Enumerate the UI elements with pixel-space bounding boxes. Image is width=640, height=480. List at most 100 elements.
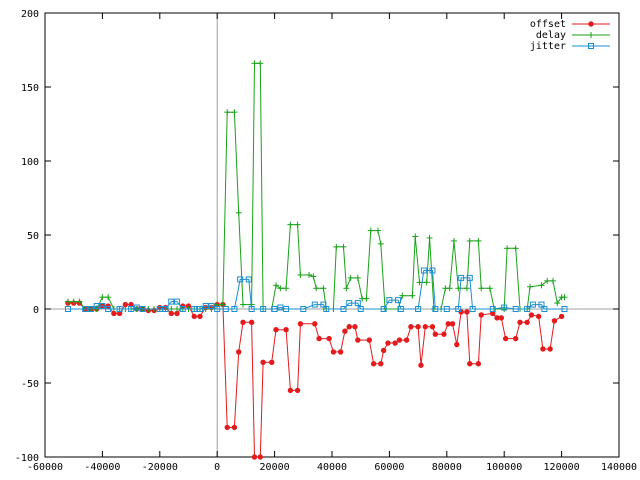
data-point-offset — [346, 324, 352, 330]
data-point-delay — [527, 283, 534, 290]
data-point-delay — [423, 279, 430, 286]
data-point-offset — [269, 359, 275, 365]
y-tick-label: 100 — [21, 157, 39, 168]
data-point-delay — [277, 285, 284, 292]
data-point-delay — [446, 285, 453, 292]
data-point-delay — [367, 227, 374, 234]
data-point-delay — [426, 234, 433, 241]
data-point-offset — [464, 309, 470, 315]
data-point-delay — [294, 221, 301, 228]
data-point-delay — [287, 221, 294, 228]
series-group — [64, 60, 568, 460]
data-point-delay — [409, 292, 416, 299]
data-point-delay — [99, 294, 106, 301]
x-tick-labels: -60000 -40000 -20000 0 20000 40000 60000 80000 1… — [27, 462, 637, 473]
data-point-jitter — [489, 306, 496, 312]
data-point-jitter — [432, 306, 439, 312]
data-point-delay — [251, 60, 258, 67]
data-point-offset — [294, 387, 301, 394]
data-point-delay — [240, 301, 247, 308]
data-point-offset — [380, 347, 387, 354]
series-line-jitter — [68, 270, 565, 310]
data-point-delay — [105, 294, 112, 301]
data-point-offset — [524, 319, 530, 326]
data-point-jitter — [156, 306, 163, 312]
legend-label-offset: offset — [530, 19, 566, 30]
axis-ticks — [44, 12, 620, 458]
x-tick-label: 60000 — [374, 462, 404, 473]
data-point-jitter — [260, 306, 267, 312]
data-point-jitter — [64, 306, 71, 312]
data-point-delay — [544, 277, 551, 284]
data-point-jitter — [323, 306, 330, 312]
data-point-delay — [333, 243, 340, 250]
data-point-jitter — [214, 306, 221, 312]
data-point-jitter — [196, 306, 203, 312]
x-tick-label: -20000 — [142, 462, 178, 473]
data-point-offset — [475, 361, 482, 367]
data-point-offset — [260, 359, 266, 365]
data-point-offset — [498, 315, 505, 321]
data-point-delay — [504, 245, 511, 252]
data-point-delay — [347, 274, 354, 281]
data-point-delay — [478, 285, 485, 292]
data-point-offset — [251, 454, 258, 460]
data-point-jitter — [443, 306, 450, 312]
data-point-offset — [287, 387, 294, 394]
y-tick-label: 50 — [27, 231, 39, 242]
data-point-delay — [70, 298, 77, 305]
data-point-jitter — [561, 306, 568, 312]
data-point-jitter — [415, 306, 422, 312]
legend-label-delay: delay — [536, 30, 566, 41]
data-point-delay — [310, 273, 317, 280]
y-tick-label: -100 — [15, 453, 39, 464]
data-point-delay — [416, 279, 423, 286]
data-point-offset — [297, 321, 304, 327]
data-point-delay — [561, 294, 568, 301]
data-point-jitter — [237, 276, 244, 283]
data-point-offset — [396, 337, 403, 343]
data-point-jitter — [82, 306, 89, 312]
data-point-offset — [273, 327, 279, 333]
data-point-offset — [547, 346, 553, 352]
data-point-delay — [235, 209, 242, 216]
data-point-jitter — [248, 306, 255, 312]
y-tick-label: 200 — [21, 9, 39, 20]
x-tick-label: -40000 — [84, 462, 120, 473]
data-point-offset — [337, 349, 344, 355]
data-point-delay — [168, 306, 175, 312]
data-point-offset — [502, 335, 509, 342]
data-point-delay — [354, 274, 361, 281]
data-point-jitter — [541, 306, 548, 312]
data-point-delay — [475, 237, 482, 244]
x-tick-label: 100000 — [486, 462, 522, 473]
series-line-delay — [68, 62, 565, 310]
data-point-offset — [392, 340, 398, 346]
data-point-delay — [231, 109, 238, 116]
data-point-jitter — [105, 306, 112, 312]
data-point-offset — [326, 335, 332, 342]
data-point-offset — [378, 361, 384, 367]
data-point-offset — [467, 361, 473, 367]
data-point-jitter — [174, 298, 181, 305]
data-point-offset — [385, 340, 391, 346]
data-point-offset — [528, 312, 535, 318]
series-offset — [65, 300, 565, 460]
y-tick-label: 0 — [33, 305, 39, 316]
data-point-jitter — [395, 297, 402, 304]
data-point-offset — [240, 319, 246, 326]
data-point-offset — [197, 313, 203, 320]
data-point-jitter — [357, 306, 364, 312]
data-point-offset — [494, 315, 500, 321]
data-point-jitter — [397, 306, 404, 312]
data-point-offset — [224, 424, 230, 431]
data-point-delay — [64, 298, 71, 305]
data-point-delay — [343, 285, 350, 292]
data-point-delay — [306, 271, 313, 278]
data-point-offset — [415, 324, 421, 330]
data-point-offset — [370, 361, 377, 367]
data-point-offset — [191, 313, 197, 320]
data-point-offset — [517, 319, 523, 326]
data-point-delay — [554, 300, 561, 307]
data-point-delay — [174, 306, 181, 312]
